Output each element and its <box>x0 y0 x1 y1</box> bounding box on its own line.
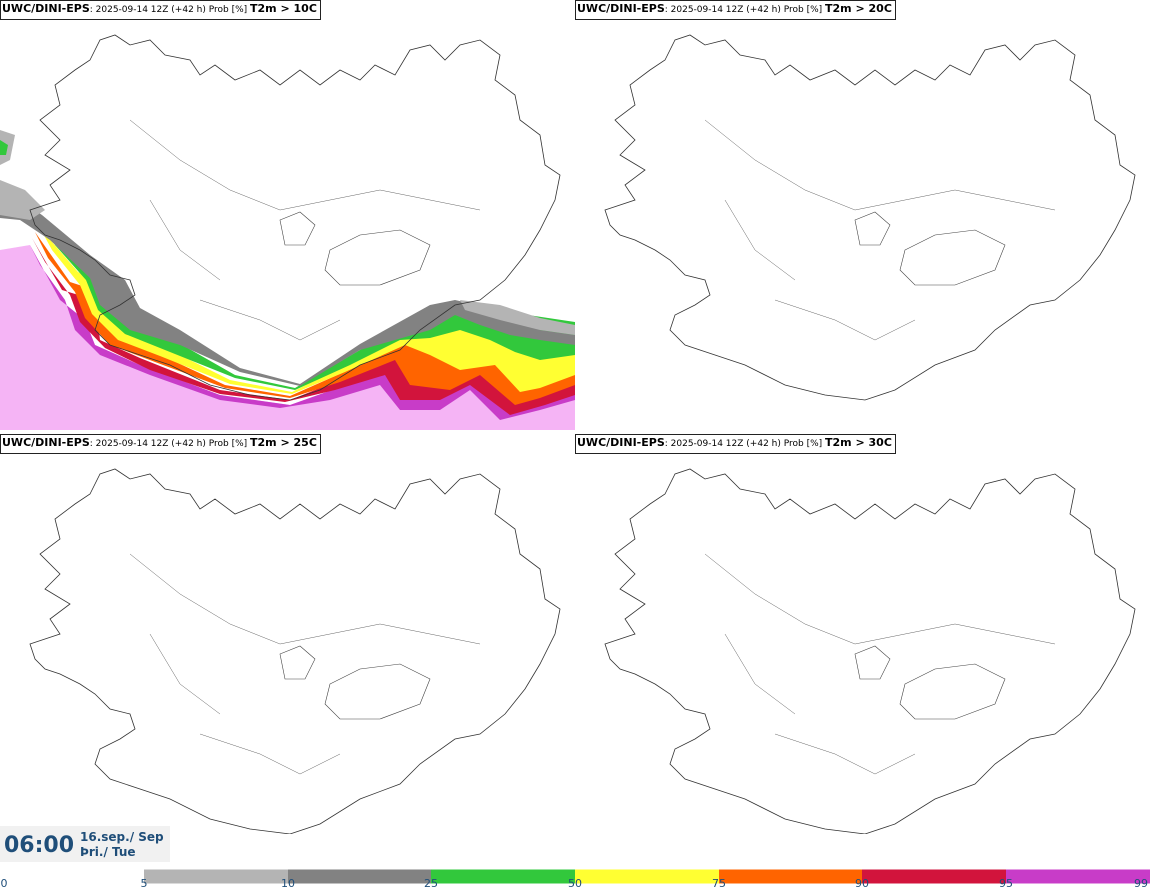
variable-threshold: T2m > 20C <box>825 2 892 15</box>
glacier-outline <box>324 229 431 286</box>
prob-band-5c <box>460 300 575 335</box>
region-lines <box>129 119 481 341</box>
colorbar-segment-25-50 <box>431 869 575 884</box>
colorbar-segment-95-99 <box>1006 869 1150 884</box>
probability-map-25c <box>29 468 561 834</box>
panel-title: UWC/DINI-EPS: 2025-09-14 12Z (+42 h) Pro… <box>575 434 896 454</box>
glacier-outline <box>899 229 1006 286</box>
iceland-outline <box>29 34 561 401</box>
variable-threshold: T2m > 25C <box>250 436 317 449</box>
prob-band-25 <box>42 222 575 390</box>
map-panel-t2m-25c: UWC/DINI-EPS: 2025-09-14 12Z (+42 h) Pro… <box>0 434 575 864</box>
valid-date: 16.sep./ Sep <box>80 830 164 844</box>
region-lines <box>704 119 1056 341</box>
prob-band-green-west <box>0 140 8 155</box>
colorbar-segment-50-75 <box>575 869 719 884</box>
iceland-outline <box>604 34 1136 401</box>
probability-map-20c <box>604 34 1136 401</box>
map-panel-t2m-30c: UWC/DINI-EPS: 2025-09-14 12Z (+42 h) Pro… <box>575 434 1150 864</box>
probability-map-30c <box>604 468 1136 834</box>
colorbar-segment-90-95 <box>862 869 1006 884</box>
probability-map-10c <box>0 34 575 430</box>
colorbar-tick-label: 25 <box>424 877 438 890</box>
colorbar-tick-label: 95 <box>999 877 1013 890</box>
run-meta: : 2025-09-14 12Z (+42 h) Prob [%] <box>664 439 826 449</box>
colorbar-tick-label: 99 <box>1134 877 1148 890</box>
colorbar-segment-0-5 <box>0 869 144 884</box>
glacier-outline <box>899 663 1006 720</box>
iceland-outline <box>29 468 561 834</box>
variable-threshold: T2m > 30C <box>825 436 892 449</box>
colorbar-segment-5-10 <box>144 869 288 884</box>
glacier-outline-2 <box>854 211 891 246</box>
panel-title: UWC/DINI-EPS: 2025-09-14 12Z (+42 h) Pro… <box>0 0 321 20</box>
glacier-outline <box>324 663 431 720</box>
panel-title: UWC/DINI-EPS: 2025-09-14 12Z (+42 h) Pro… <box>575 0 896 20</box>
model-name: UWC/DINI-EPS <box>577 2 665 15</box>
model-name: UWC/DINI-EPS <box>577 436 665 449</box>
glacier-outline-2 <box>279 645 316 680</box>
valid-time-box: 06:00 16.sep./ Sep Þri./ Tue <box>0 826 170 862</box>
prob-band-75 <box>35 232 575 405</box>
colorbar-tick-label: 90 <box>855 877 869 890</box>
colorbar-tick-label: 10 <box>281 877 295 890</box>
colorbar-tick-label: 5 <box>140 877 148 890</box>
run-meta: : 2025-09-14 12Z (+42 h) Prob [%] <box>89 439 251 449</box>
colorbar-segment-10-25 <box>288 869 431 884</box>
valid-time: 06:00 <box>4 833 75 858</box>
colorbar-tick-label: 50 <box>568 877 582 890</box>
valid-weekday: Þri./ Tue <box>80 845 136 859</box>
prob-band-10 <box>0 195 575 386</box>
map-panel-t2m-10c: UWC/DINI-EPS: 2025-09-14 12Z (+42 h) Pro… <box>0 0 575 430</box>
model-name: UWC/DINI-EPS <box>2 436 90 449</box>
glacier-outline-2 <box>279 211 316 246</box>
run-meta: : 2025-09-14 12Z (+42 h) Prob [%] <box>89 5 251 15</box>
region-lines <box>129 553 481 775</box>
glacier-outline-2 <box>854 645 891 680</box>
run-meta: : 2025-09-14 12Z (+42 h) Prob [%] <box>664 5 826 15</box>
variable-threshold: T2m > 10C <box>250 2 317 15</box>
probability-colorbar <box>0 869 1150 884</box>
colorbar-segment-75-90 <box>719 869 862 884</box>
prob-band-5b <box>0 180 45 220</box>
map-panel-t2m-20c: UWC/DINI-EPS: 2025-09-14 12Z (+42 h) Pro… <box>575 0 1150 430</box>
colorbar-tick-label: 0 <box>0 877 8 890</box>
colorbar-tick-label: 75 <box>712 877 726 890</box>
region-lines <box>704 553 1056 775</box>
iceland-outline <box>604 468 1136 834</box>
panel-title: UWC/DINI-EPS: 2025-09-14 12Z (+42 h) Pro… <box>0 434 321 454</box>
model-name: UWC/DINI-EPS <box>2 2 90 15</box>
